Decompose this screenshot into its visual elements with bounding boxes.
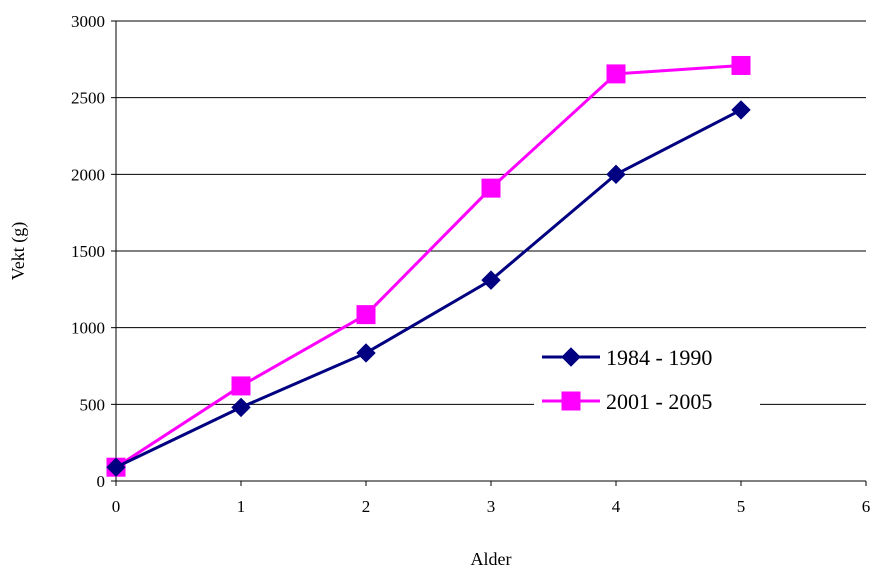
data-point-square [481,178,501,198]
data-point-diamond [106,457,126,477]
series-1 [106,100,751,477]
data-point-diamond [731,100,751,120]
data-point-square [731,55,751,75]
y-axis-title: Vekt (g) [8,222,29,280]
data-point-square [356,305,376,325]
y-tick-label: 1500 [71,242,105,261]
series-group [106,55,751,477]
x-tick-label: 3 [487,497,496,516]
legend-marker-diamond [561,347,581,367]
legend-item: 1984 - 1990 [542,345,712,370]
data-point-diamond [606,164,626,185]
data-point-square [231,376,251,396]
x-tick-label: 4 [612,497,621,516]
legend-item: 2001 - 2005 [542,389,712,414]
data-point-diamond [231,397,251,418]
legend: 1984 - 1990 2001 - 2005 [534,338,760,418]
y-tick-label: 0 [97,472,106,491]
y-tick-label: 2500 [71,89,105,108]
x-tick-label: 0 [112,497,121,516]
y-tick-label: 3000 [71,12,105,31]
y-axis-ticks: 0 500 1000 1500 2000 2500 3000 [71,12,116,491]
x-tick-label: 1 [237,497,246,516]
x-tick-label: 6 [862,497,871,516]
x-tick-label: 2 [362,497,371,516]
data-point-diamond [481,270,501,290]
x-axis-ticks: 0 1 2 3 4 5 6 [112,481,871,516]
data-point-square [606,64,626,84]
y-tick-label: 500 [80,395,106,414]
x-axis-title: Alder [471,549,512,569]
legend-marker-square [561,391,581,411]
legend-label: 1984 - 1990 [606,345,712,370]
series-line [115,63,742,469]
legend-label: 2001 - 2005 [606,389,712,414]
data-point-diamond [356,343,376,363]
y-tick-label: 1000 [71,319,105,338]
x-tick-label: 5 [737,497,746,516]
series-line [115,108,742,469]
y-tick-label: 2000 [71,165,105,184]
